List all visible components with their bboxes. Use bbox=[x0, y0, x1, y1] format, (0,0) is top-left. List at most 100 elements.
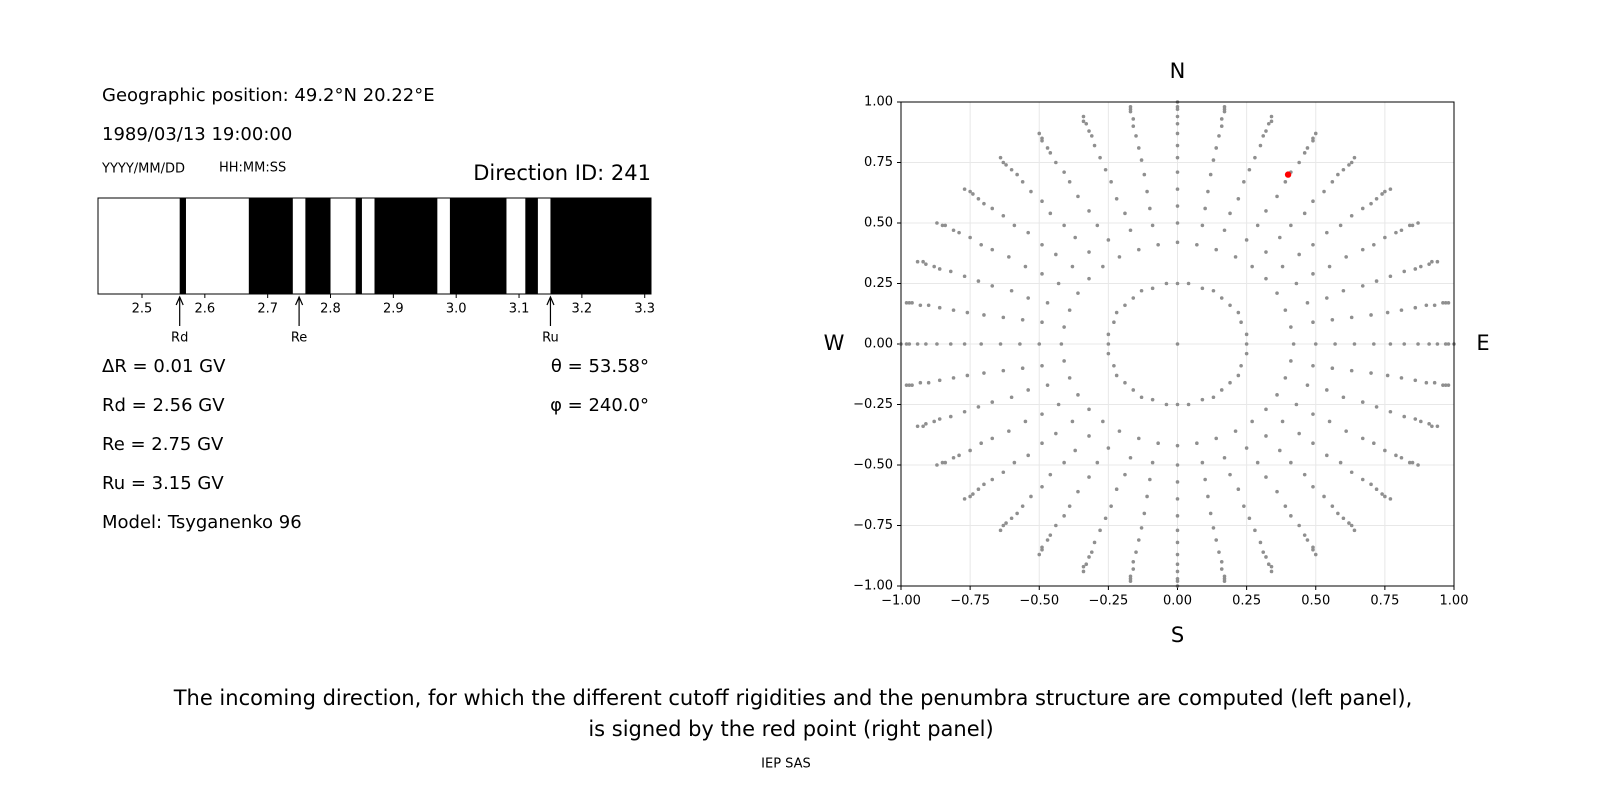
point bbox=[1020, 504, 1025, 508]
point bbox=[1244, 446, 1249, 450]
x-tick-label: 0.00 bbox=[1163, 594, 1192, 609]
point bbox=[1054, 431, 1058, 436]
point bbox=[1413, 305, 1418, 310]
point bbox=[1175, 514, 1180, 518]
point bbox=[1402, 342, 1407, 346]
point bbox=[1289, 514, 1293, 518]
point bbox=[1056, 402, 1061, 407]
forbidden-band bbox=[449, 198, 507, 294]
point bbox=[1264, 276, 1268, 281]
point bbox=[1441, 383, 1445, 387]
marker-label: Re bbox=[291, 331, 307, 346]
point bbox=[1012, 460, 1017, 465]
point bbox=[1352, 155, 1357, 160]
point bbox=[1103, 516, 1108, 521]
point bbox=[937, 267, 942, 271]
point bbox=[979, 342, 983, 346]
point bbox=[1435, 259, 1440, 264]
point bbox=[1009, 167, 1014, 172]
point bbox=[1388, 409, 1393, 414]
point bbox=[982, 313, 986, 317]
point bbox=[1175, 463, 1180, 467]
point bbox=[1443, 342, 1448, 346]
point bbox=[1156, 441, 1160, 446]
point bbox=[1244, 342, 1249, 346]
point bbox=[1228, 211, 1232, 216]
point bbox=[1175, 579, 1180, 583]
point bbox=[1360, 400, 1365, 404]
point bbox=[1001, 213, 1006, 218]
point bbox=[1325, 296, 1329, 300]
point bbox=[1015, 172, 1019, 177]
point bbox=[998, 528, 1003, 533]
point bbox=[1175, 187, 1180, 191]
point bbox=[1062, 460, 1066, 465]
point bbox=[1311, 199, 1315, 204]
point bbox=[1443, 383, 1448, 387]
point bbox=[1123, 303, 1127, 308]
point bbox=[1388, 342, 1393, 346]
point bbox=[1222, 105, 1227, 109]
point bbox=[1150, 286, 1155, 291]
x-tick-label: 3.2 bbox=[572, 302, 593, 317]
point bbox=[1360, 436, 1365, 441]
point bbox=[1089, 550, 1094, 554]
point bbox=[1211, 158, 1216, 162]
point bbox=[1087, 555, 1091, 559]
point bbox=[1092, 143, 1097, 148]
point bbox=[1175, 221, 1180, 225]
point bbox=[1114, 310, 1119, 315]
point bbox=[1325, 388, 1329, 392]
point bbox=[1289, 223, 1293, 228]
point bbox=[1407, 223, 1412, 228]
point bbox=[1413, 417, 1418, 421]
point bbox=[1333, 342, 1337, 346]
point bbox=[1313, 131, 1318, 136]
point bbox=[924, 422, 928, 426]
point bbox=[1275, 489, 1279, 494]
point bbox=[1131, 567, 1136, 571]
point bbox=[1175, 552, 1180, 557]
point bbox=[1087, 276, 1091, 281]
y-tick-label: 0.00 bbox=[864, 337, 893, 352]
point bbox=[1081, 119, 1086, 124]
y-tick-label: −1.00 bbox=[853, 579, 893, 594]
point bbox=[1211, 395, 1216, 400]
point bbox=[1341, 167, 1346, 172]
point bbox=[1322, 189, 1326, 194]
point bbox=[1062, 514, 1066, 518]
point bbox=[1076, 393, 1080, 397]
point bbox=[1106, 238, 1111, 242]
point bbox=[1123, 211, 1127, 216]
point bbox=[1214, 146, 1219, 150]
point bbox=[1056, 281, 1061, 286]
x-tick-label: 3.1 bbox=[509, 302, 530, 317]
point bbox=[1009, 516, 1014, 521]
point bbox=[1045, 301, 1050, 305]
point bbox=[935, 342, 939, 346]
point bbox=[1004, 521, 1008, 525]
point bbox=[1048, 151, 1053, 155]
point bbox=[1054, 160, 1058, 165]
point bbox=[1175, 131, 1180, 136]
point bbox=[1347, 163, 1351, 167]
point bbox=[1280, 264, 1285, 269]
info-line: Rd = 2.56 GV bbox=[102, 395, 225, 416]
point bbox=[1081, 564, 1086, 569]
point bbox=[1349, 523, 1354, 528]
point bbox=[1112, 320, 1116, 325]
point bbox=[962, 274, 967, 279]
point bbox=[1302, 151, 1307, 155]
point bbox=[1128, 455, 1133, 460]
point bbox=[904, 383, 909, 387]
point bbox=[990, 400, 995, 404]
point bbox=[1372, 242, 1376, 247]
point bbox=[932, 264, 936, 269]
point bbox=[1424, 303, 1429, 308]
point bbox=[935, 221, 939, 225]
point bbox=[1413, 378, 1418, 383]
point bbox=[1432, 380, 1437, 385]
point bbox=[1040, 441, 1044, 446]
point bbox=[1419, 419, 1423, 424]
x-tick-label: −0.75 bbox=[950, 594, 990, 609]
